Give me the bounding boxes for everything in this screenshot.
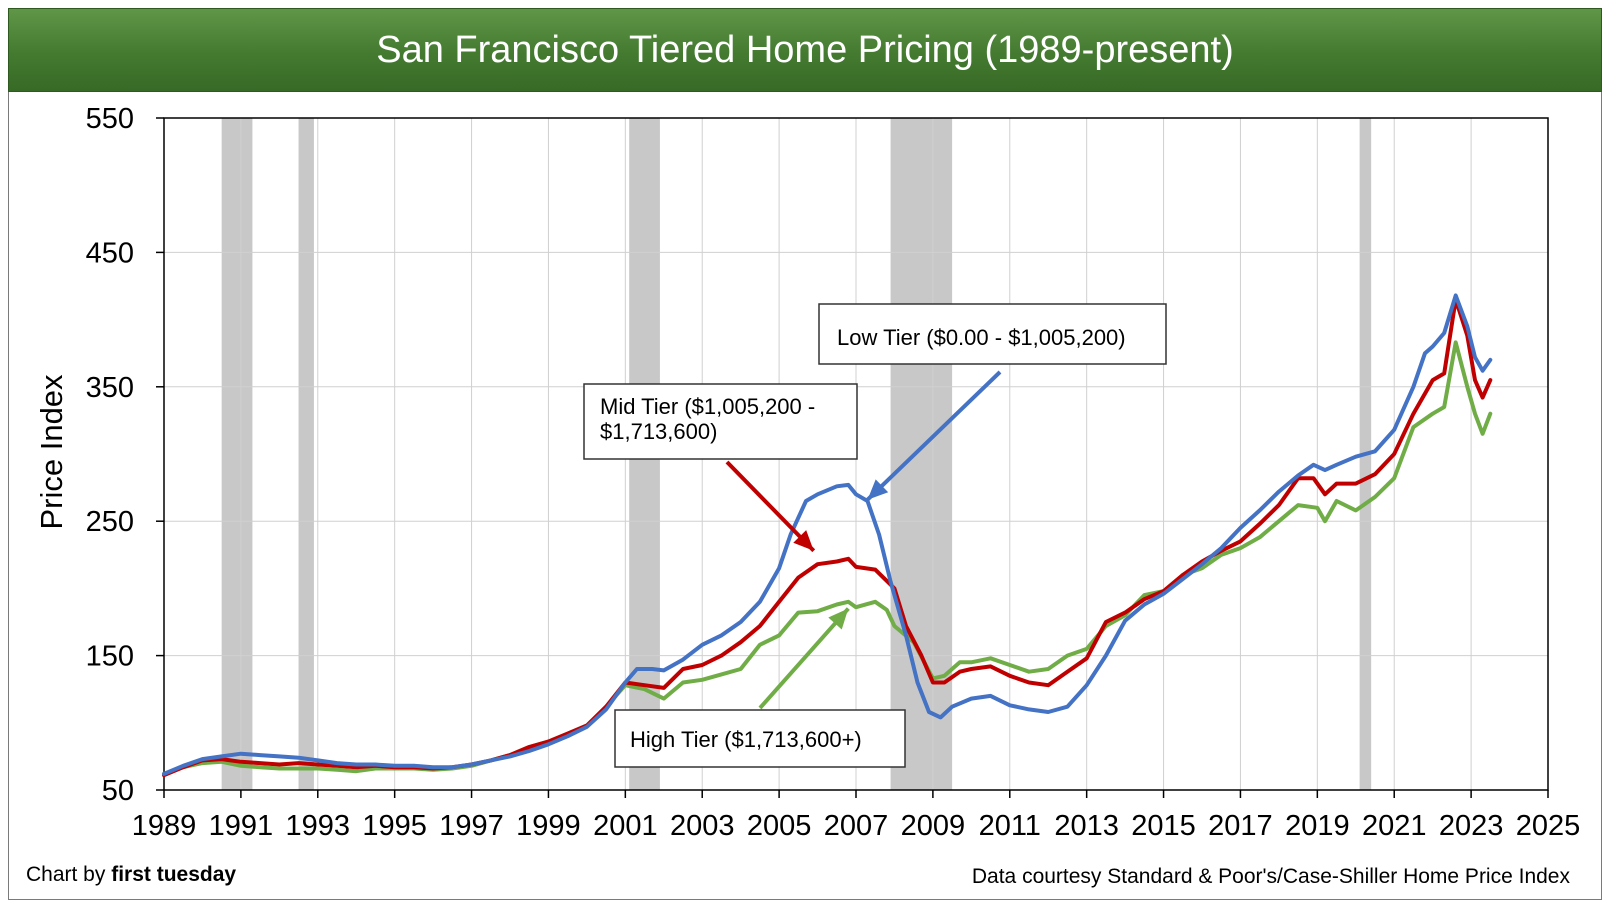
axis-ticks: 1989 1991 1993 1995 1997 1999 2001 2003 2005 2007…	[86, 103, 1581, 842]
arrow-high-head	[828, 608, 849, 630]
arrow-mid-shaft	[725, 460, 816, 553]
chart-title: San Francisco Tiered Home Pricing (1989-…	[376, 28, 1234, 71]
x-tick-label-2003: 2003	[670, 810, 735, 842]
x-tick-label-2015: 2015	[1131, 810, 1196, 842]
chart-border	[8, 92, 1602, 900]
y-tick-label-150: 150	[86, 641, 134, 673]
callout-high-tier: High Tier ($1,713,600+)	[614, 709, 906, 768]
callout-high-text: High Tier ($1,713,600+)	[630, 727, 862, 752]
recession-band-0	[221, 118, 253, 790]
x-tick-label-1991: 1991	[209, 810, 274, 842]
callout-low-box	[818, 303, 1167, 365]
title-bar: San Francisco Tiered Home Pricing (1989-…	[8, 8, 1602, 92]
x-tick-label-1999: 1999	[516, 810, 581, 842]
x-tick-label-2001: 2001	[593, 810, 658, 842]
y-tick-label-250: 250	[86, 506, 134, 538]
x-tick-label-1989: 1989	[132, 810, 197, 842]
callout-mid-box	[583, 383, 858, 460]
series-lines	[162, 293, 1493, 778]
chart-credit: Chart by first tuesday	[26, 863, 236, 887]
arrow-low-head	[867, 479, 889, 500]
series-line-low	[162, 293, 1493, 776]
x-tick-label-2025: 2025	[1516, 810, 1581, 842]
arrow-low-shaft	[866, 370, 1002, 502]
x-tick-label-2007: 2007	[824, 810, 889, 842]
y-tick-label-50: 50	[102, 775, 134, 807]
x-tick-label-2005: 2005	[747, 810, 812, 842]
annotation-arrows	[725, 370, 1002, 710]
callout-low-text: Low Tier ($0.00 - $1,005,200)	[837, 325, 1126, 350]
callout-mid-text-1: Mid Tier ($1,005,200 -	[600, 394, 815, 419]
recession-band-1	[298, 118, 314, 790]
x-tick-label-2023: 2023	[1439, 810, 1504, 842]
series-line-mid	[162, 297, 1493, 778]
x-tick-label-2009: 2009	[901, 810, 966, 842]
x-tick-label-2013: 2013	[1054, 810, 1119, 842]
data-source: Data courtesy Standard & Poor's/Case-Shi…	[971, 865, 1570, 888]
arrow-high-shaft	[758, 607, 850, 710]
x-tick-label-1993: 1993	[286, 810, 351, 842]
x-tick-label-2017: 2017	[1208, 810, 1273, 842]
arrow-mid-head	[793, 530, 814, 551]
y-tick-label-350: 350	[86, 372, 134, 404]
callout-mid-tier: Mid Tier ($1,005,200 - $1,713,600)	[583, 383, 858, 460]
y-axis-label: Price Index	[34, 374, 69, 530]
x-tick-label-2011: 2011	[979, 810, 1041, 842]
credit-brand: first tuesday	[111, 863, 237, 886]
y-tick-label-450: 450	[86, 237, 134, 269]
x-tick-label-2021: 2021	[1362, 810, 1427, 842]
callout-mid-text-2: $1,713,600)	[600, 419, 717, 444]
callout-low-tier: Low Tier ($0.00 - $1,005,200)	[818, 303, 1167, 365]
x-tick-label-2019: 2019	[1285, 810, 1350, 842]
y-tick-label-550: 550	[86, 103, 134, 135]
x-tick-label-1997: 1997	[439, 810, 504, 842]
credit-prefix: Chart by	[26, 863, 112, 886]
x-tick-label-1995: 1995	[362, 810, 427, 842]
callout-high-box	[614, 709, 906, 768]
